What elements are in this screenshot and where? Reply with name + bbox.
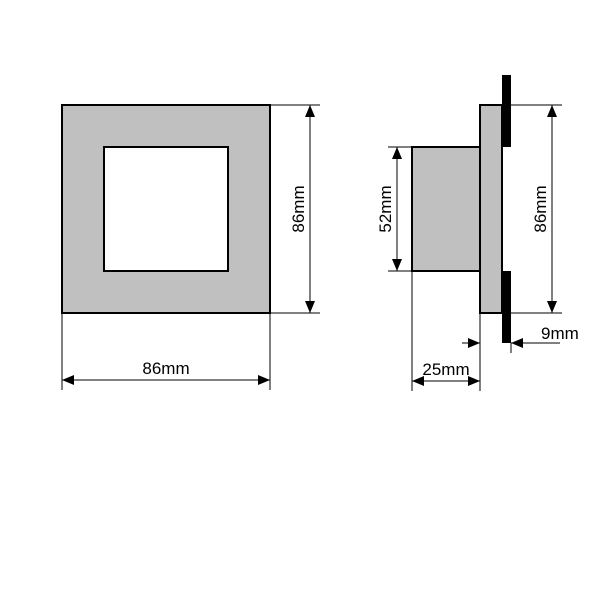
- front-view: 86mm 86mm: [62, 105, 320, 390]
- side-rim-label: 9mm: [541, 324, 579, 343]
- front-height-label: 86mm: [289, 185, 308, 232]
- front-aperture: [104, 147, 228, 271]
- technical-diagram: 86mm 86mm 86mm 52mm 25mm 9mm: [0, 0, 600, 600]
- side-height-label: 86mm: [531, 185, 550, 232]
- side-depth-label: 25mm: [422, 360, 469, 379]
- wall-section-bottom: [502, 271, 511, 343]
- front-width-label: 86mm: [142, 359, 189, 378]
- side-inner-height-label: 52mm: [376, 185, 395, 232]
- side-face: [480, 105, 502, 313]
- side-view: 86mm 52mm 25mm 9mm: [376, 75, 579, 391]
- wall-section-top: [502, 75, 511, 147]
- side-body: [412, 147, 480, 271]
